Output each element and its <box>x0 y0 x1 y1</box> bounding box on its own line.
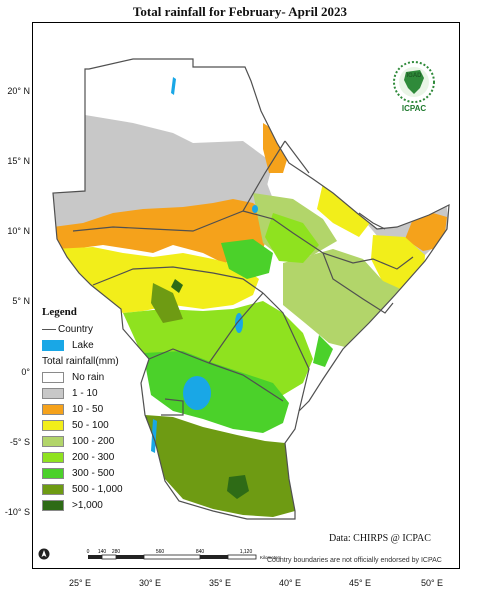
lat-label-5n: 5° N <box>12 296 30 306</box>
lon-label-45e: 45° E <box>348 578 372 588</box>
lat-label-5s: -5° S <box>9 437 30 447</box>
legend-class: 300 - 500 <box>42 465 152 481</box>
legend-class: 500 - 1,000 <box>42 481 152 497</box>
scale-tick: 140 <box>98 549 107 555</box>
country-boundaries <box>52 58 450 520</box>
lat-label-10s: -10° S <box>4 507 30 517</box>
scale-bar: 0 140 280 560 840 1,120 Kilometers <box>87 549 282 560</box>
legend: Legend Country Lake Total rainfall(mm) N… <box>42 306 152 513</box>
lat-label-15n: 15° N <box>7 156 30 166</box>
lon-label-30e: 30° E <box>138 578 162 588</box>
legend-class: 200 - 300 <box>42 449 152 465</box>
legend-class: >1,000 <box>42 497 152 513</box>
legend-class-label: 300 - 500 <box>72 467 115 479</box>
legend-class-label: 200 - 300 <box>72 451 115 463</box>
data-source: Data: CHIRPS @ ICPAC <box>329 533 431 544</box>
legend-class-label: >1,000 <box>72 499 103 511</box>
lon-label-35e: 35° E <box>208 578 232 588</box>
legend-class-label: No rain <box>72 371 105 383</box>
legend-item-country: Country <box>42 321 152 337</box>
legend-item-lake: Lake <box>42 337 152 353</box>
legend-lake-label: Lake <box>72 339 94 351</box>
scale-tick: 840 <box>196 549 205 555</box>
lake-turkana <box>235 313 243 333</box>
legend-class-label: 500 - 1,000 <box>72 483 123 495</box>
class-50-100-swatch <box>42 419 64 431</box>
class-10-50-swatch <box>42 403 64 415</box>
rainfall-map <box>52 58 450 520</box>
lake-nasser <box>171 77 176 95</box>
lake-swatch <box>42 339 64 351</box>
lon-label-50e: 50° E <box>420 578 444 588</box>
legend-class-label: 50 - 100 <box>72 419 109 431</box>
legend-class-label: 10 - 50 <box>72 403 104 415</box>
north-arrow-icon <box>38 548 50 560</box>
scale-tick: 1,120 <box>240 549 253 555</box>
class-500-1000-swatch <box>42 483 64 495</box>
country-line-swatch <box>42 328 56 330</box>
legend-rainfall-heading: Total rainfall(mm) <box>42 356 119 367</box>
legend-class-label: 100 - 200 <box>72 435 115 447</box>
scale-tick: 280 <box>112 549 121 555</box>
legend-country-label: Country <box>58 323 94 335</box>
logo-acronym: IGAD <box>407 73 423 79</box>
legend-class-label: 1 - 10 <box>72 387 98 399</box>
legend-class: No rain <box>42 369 152 385</box>
lakes <box>151 77 258 453</box>
class-300-500-swatch <box>42 467 64 479</box>
legend-class: 1 - 10 <box>42 385 152 401</box>
map-title: Total rainfall for February- April 2023 <box>132 4 348 19</box>
lake-victoria <box>183 376 211 410</box>
boundary-disclaimer: Country boundaries are not officially en… <box>267 557 442 564</box>
class-1-10-swatch <box>42 387 64 399</box>
class-200-300-swatch <box>42 451 64 463</box>
scale-unit: Kilometers <box>260 555 282 560</box>
class-100-200-swatch <box>42 435 64 447</box>
lon-label-40e: 40° E <box>278 578 302 588</box>
legend-class: 100 - 200 <box>42 433 152 449</box>
no-rain-swatch <box>42 371 64 383</box>
legend-class: 10 - 50 <box>42 401 152 417</box>
lat-label-10n: 10° N <box>7 226 30 236</box>
lat-label-0: 0° <box>21 367 30 377</box>
legend-title: Legend <box>42 306 77 318</box>
lon-label-25e: 25° E <box>68 578 92 588</box>
logo-label: ICPAC <box>401 104 427 113</box>
lake-tana <box>252 205 258 213</box>
lat-label-20n: 20° N <box>7 86 30 96</box>
scale-tick: 560 <box>156 549 165 555</box>
scale-tick: 0 <box>87 549 90 555</box>
legend-class: 50 - 100 <box>42 417 152 433</box>
class-over-1000-swatch <box>42 499 64 511</box>
igad-logo-icon: IGAD <box>393 61 435 103</box>
map-frame <box>32 22 460 569</box>
